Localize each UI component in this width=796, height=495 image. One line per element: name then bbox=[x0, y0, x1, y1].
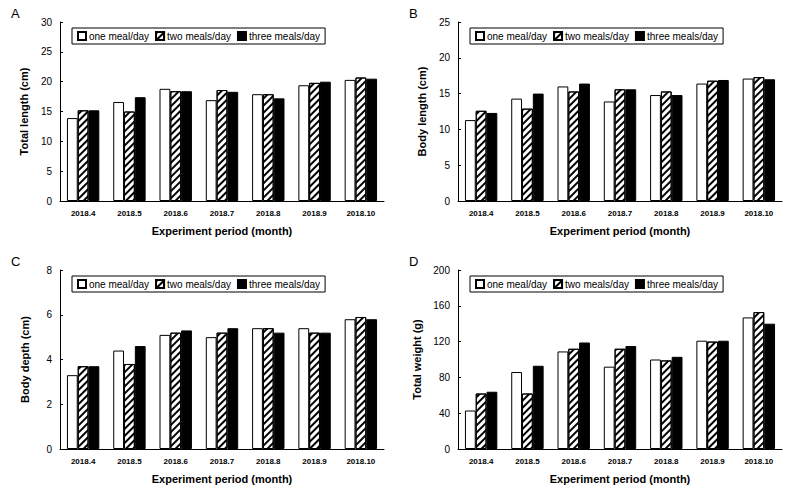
svg-text:one meal/day: one meal/day bbox=[487, 31, 547, 42]
svg-text:Total weight (g): Total weight (g) bbox=[411, 319, 423, 400]
svg-text:C: C bbox=[11, 254, 20, 269]
svg-text:2018.5: 2018.5 bbox=[117, 209, 142, 218]
svg-text:one meal/day: one meal/day bbox=[89, 31, 149, 42]
svg-text:160: 160 bbox=[433, 300, 450, 311]
svg-text:2018.8: 2018.8 bbox=[654, 209, 679, 218]
svg-text:two meals/day: two meals/day bbox=[565, 31, 629, 42]
svg-text:25: 25 bbox=[439, 17, 451, 28]
svg-text:two meals/day: two meals/day bbox=[565, 279, 629, 290]
svg-text:2018.10: 2018.10 bbox=[744, 457, 773, 466]
svg-text:2018.7: 2018.7 bbox=[608, 457, 633, 466]
svg-text:0: 0 bbox=[444, 196, 450, 207]
svg-text:5: 5 bbox=[444, 160, 450, 171]
svg-text:2018.4: 2018.4 bbox=[469, 457, 494, 466]
svg-text:one meal/day: one meal/day bbox=[89, 279, 149, 290]
svg-text:0: 0 bbox=[444, 444, 450, 455]
svg-text:2018.4: 2018.4 bbox=[71, 209, 96, 218]
svg-text:10: 10 bbox=[439, 124, 451, 135]
svg-text:Experiment period (month): Experiment period (month) bbox=[550, 225, 691, 237]
svg-text:2018.4: 2018.4 bbox=[71, 457, 96, 466]
svg-text:2018.7: 2018.7 bbox=[210, 457, 235, 466]
svg-text:2018.5: 2018.5 bbox=[515, 209, 540, 218]
svg-text:2018.9: 2018.9 bbox=[700, 457, 725, 466]
svg-text:6: 6 bbox=[46, 309, 52, 320]
svg-text:8: 8 bbox=[46, 265, 52, 276]
svg-text:three meals/day: three meals/day bbox=[647, 31, 718, 42]
svg-text:120: 120 bbox=[433, 336, 450, 347]
svg-text:2018.6: 2018.6 bbox=[561, 457, 586, 466]
svg-text:2018.4: 2018.4 bbox=[469, 209, 494, 218]
svg-text:Experiment period (month): Experiment period (month) bbox=[152, 473, 293, 485]
svg-text:2018.9: 2018.9 bbox=[302, 457, 327, 466]
svg-text:Total length (cm): Total length (cm) bbox=[18, 67, 30, 155]
svg-text:2018.6: 2018.6 bbox=[561, 209, 586, 218]
svg-text:0: 0 bbox=[46, 196, 52, 207]
svg-text:2018.5: 2018.5 bbox=[515, 457, 540, 466]
svg-text:2018.10: 2018.10 bbox=[346, 457, 375, 466]
svg-text:Experiment period (month): Experiment period (month) bbox=[152, 225, 293, 237]
svg-text:25: 25 bbox=[41, 46, 53, 57]
svg-text:2: 2 bbox=[46, 399, 52, 410]
svg-text:three meals/day: three meals/day bbox=[647, 279, 718, 290]
svg-text:40: 40 bbox=[439, 408, 451, 419]
svg-text:80: 80 bbox=[439, 372, 451, 383]
svg-text:Body length (cm): Body length (cm) bbox=[416, 66, 428, 156]
svg-text:0: 0 bbox=[46, 444, 52, 455]
svg-text:two meals/day: two meals/day bbox=[167, 31, 231, 42]
svg-text:15: 15 bbox=[41, 106, 53, 117]
svg-text:2018.7: 2018.7 bbox=[608, 209, 633, 218]
svg-text:2018.10: 2018.10 bbox=[744, 209, 773, 218]
svg-text:30: 30 bbox=[41, 17, 53, 28]
svg-text:one meal/day: one meal/day bbox=[487, 279, 547, 290]
svg-text:2018.10: 2018.10 bbox=[346, 209, 375, 218]
svg-text:three meals/day: three meals/day bbox=[249, 279, 320, 290]
svg-text:10: 10 bbox=[41, 136, 53, 147]
svg-text:20: 20 bbox=[41, 76, 53, 87]
svg-text:D: D bbox=[409, 254, 418, 269]
svg-text:two meals/day: two meals/day bbox=[167, 279, 231, 290]
svg-text:Body depth (cm): Body depth (cm) bbox=[19, 316, 31, 403]
svg-text:2018.5: 2018.5 bbox=[117, 457, 142, 466]
svg-text:2018.9: 2018.9 bbox=[700, 209, 725, 218]
svg-text:A: A bbox=[11, 6, 20, 21]
svg-text:15: 15 bbox=[439, 88, 451, 99]
svg-text:2018.7: 2018.7 bbox=[210, 209, 235, 218]
svg-text:three meals/day: three meals/day bbox=[249, 31, 320, 42]
svg-text:Experiment period (month): Experiment period (month) bbox=[550, 473, 691, 485]
svg-text:2018.6: 2018.6 bbox=[163, 209, 188, 218]
svg-text:B: B bbox=[409, 6, 418, 21]
svg-text:2018.6: 2018.6 bbox=[163, 457, 188, 466]
svg-text:5: 5 bbox=[46, 166, 52, 177]
svg-text:2018.8: 2018.8 bbox=[256, 209, 281, 218]
svg-text:20: 20 bbox=[439, 52, 451, 63]
svg-text:2018.9: 2018.9 bbox=[302, 209, 327, 218]
svg-text:4: 4 bbox=[46, 354, 52, 365]
svg-text:200: 200 bbox=[433, 265, 450, 276]
svg-text:2018.8: 2018.8 bbox=[256, 457, 281, 466]
svg-text:2018.8: 2018.8 bbox=[654, 457, 679, 466]
